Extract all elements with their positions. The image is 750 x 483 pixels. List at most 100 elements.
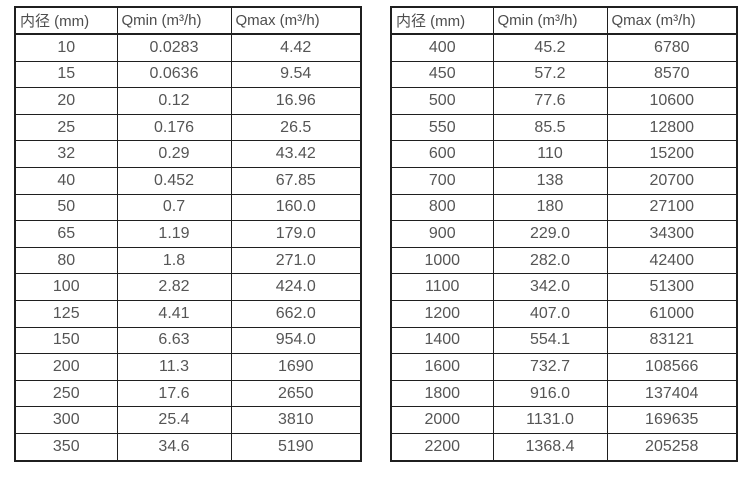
table-row: 25 0.176 26.5 xyxy=(14,113,362,142)
column-header: Qmax (m³/h) xyxy=(606,6,738,35)
table-cell: 160.0 xyxy=(230,193,362,222)
table-cell: 12800 xyxy=(606,113,738,142)
table-cell: 2000 xyxy=(390,406,494,434)
table-cell: 0.176 xyxy=(116,113,232,142)
table-cell: 34.6 xyxy=(116,432,232,462)
table-cell: 205258 xyxy=(606,432,738,462)
table-cell: 4.42 xyxy=(230,33,362,62)
flow-table-small-diameters: 内径 (mm) Qmin (m³/h) Qmax (m³/h) 10 0.0283 4.… xyxy=(14,6,362,462)
table-cell: 2.82 xyxy=(116,273,232,301)
table-cell: 350 xyxy=(14,432,118,462)
table-cell: 25.4 xyxy=(116,406,232,434)
column-header: Qmax (m³/h) xyxy=(230,6,362,35)
table-cell: 732.7 xyxy=(492,353,608,381)
column-header: 内径 (mm) xyxy=(390,6,494,35)
table-cell: 150 xyxy=(14,326,118,355)
table-cell: 51300 xyxy=(606,273,738,301)
table-header: 内径 (mm) Qmin (m³/h) Qmax (m³/h) xyxy=(14,6,362,35)
table-cell: 400 xyxy=(390,33,494,62)
table-row: 250 17.6 2650 xyxy=(14,379,362,408)
table-row: 1000 282.0 42400 xyxy=(390,246,738,275)
table-row: 1400 554.1 83121 xyxy=(390,326,738,355)
table-cell: 424.0 xyxy=(230,273,362,301)
table-cell: 27100 xyxy=(606,193,738,222)
table-cell: 900 xyxy=(390,220,494,248)
table-cell: 1400 xyxy=(390,326,494,355)
table-cell: 282.0 xyxy=(492,246,608,275)
table-cell: 8570 xyxy=(606,60,738,89)
table-row: 2000 1131.0 169635 xyxy=(390,406,738,434)
table-cell: 916.0 xyxy=(492,379,608,408)
header-row: 内径 (mm) Qmin (m³/h) Qmax (m³/h) xyxy=(390,6,738,35)
table-row: 1600 732.7 108566 xyxy=(390,353,738,381)
table-cell: 26.5 xyxy=(230,113,362,142)
table-cell: 108566 xyxy=(606,353,738,381)
table-row: 600 110 15200 xyxy=(390,140,738,168)
table-cell: 0.0283 xyxy=(116,33,232,62)
table-cell: 10600 xyxy=(606,87,738,115)
table-cell: 42400 xyxy=(606,246,738,275)
table-cell: 550 xyxy=(390,113,494,142)
table-row: 200 11.3 1690 xyxy=(14,353,362,381)
table-cell: 0.452 xyxy=(116,166,232,195)
flow-table-large-diameters: 内径 (mm) Qmin (m³/h) Qmax (m³/h) 400 45.2 678… xyxy=(390,6,738,462)
table-row: 500 77.6 10600 xyxy=(390,87,738,115)
table-cell: 32 xyxy=(14,140,118,168)
table-cell: 2650 xyxy=(230,379,362,408)
table-row: 700 138 20700 xyxy=(390,166,738,195)
table-row: 20 0.12 16.96 xyxy=(14,87,362,115)
table-row: 100 2.82 424.0 xyxy=(14,273,362,301)
table-cell: 450 xyxy=(390,60,494,89)
table-body: 400 45.2 6780 450 57.2 8570 500 77.6 10600 550 85.… xyxy=(390,33,738,462)
table-cell: 85.5 xyxy=(492,113,608,142)
table-cell: 1600 xyxy=(390,353,494,381)
table-cell: 65 xyxy=(14,220,118,248)
table-cell: 250 xyxy=(14,379,118,408)
table-cell: 1368.4 xyxy=(492,432,608,462)
table-row: 125 4.41 662.0 xyxy=(14,299,362,328)
table-cell: 1200 xyxy=(390,299,494,328)
table-cell: 77.6 xyxy=(492,87,608,115)
table-row: 1100 342.0 51300 xyxy=(390,273,738,301)
table-cell: 229.0 xyxy=(492,220,608,248)
table-row: 800 180 27100 xyxy=(390,193,738,222)
table-row: 400 45.2 6780 xyxy=(390,33,738,62)
table-cell: 43.42 xyxy=(230,140,362,168)
table-cell: 954.0 xyxy=(230,326,362,355)
table-cell: 67.85 xyxy=(230,166,362,195)
table-cell: 500 xyxy=(390,87,494,115)
table-cell: 110 xyxy=(492,140,608,168)
table-cell: 11.3 xyxy=(116,353,232,381)
table-cell: 50 xyxy=(14,193,118,222)
table-cell: 125 xyxy=(14,299,118,328)
table-cell: 57.2 xyxy=(492,60,608,89)
column-header: Qmin (m³/h) xyxy=(492,6,608,35)
table-cell: 0.0636 xyxy=(116,60,232,89)
table-cell: 61000 xyxy=(606,299,738,328)
table-cell: 600 xyxy=(390,140,494,168)
table-cell: 0.12 xyxy=(116,87,232,115)
table-cell: 100 xyxy=(14,273,118,301)
table-cell: 0.7 xyxy=(116,193,232,222)
table-cell: 15200 xyxy=(606,140,738,168)
table-body: 10 0.0283 4.42 15 0.0636 9.54 20 0.12 16.96 25 0.1… xyxy=(14,33,362,462)
table-cell: 10 xyxy=(14,33,118,62)
table-cell: 137404 xyxy=(606,379,738,408)
table-cell: 17.6 xyxy=(116,379,232,408)
table-cell: 1100 xyxy=(390,273,494,301)
table-cell: 169635 xyxy=(606,406,738,434)
table-row: 900 229.0 34300 xyxy=(390,220,738,248)
table-cell: 300 xyxy=(14,406,118,434)
table-cell: 2200 xyxy=(390,432,494,462)
table-cell: 16.96 xyxy=(230,87,362,115)
table-cell: 4.41 xyxy=(116,299,232,328)
header-row: 内径 (mm) Qmin (m³/h) Qmax (m³/h) xyxy=(14,6,362,35)
table-row: 350 34.6 5190 xyxy=(14,432,362,462)
table-cell: 0.29 xyxy=(116,140,232,168)
table-cell: 1000 xyxy=(390,246,494,275)
table-cell: 6.63 xyxy=(116,326,232,355)
table-row: 80 1.8 271.0 xyxy=(14,246,362,275)
table-cell: 45.2 xyxy=(492,33,608,62)
table-row: 50 0.7 160.0 xyxy=(14,193,362,222)
